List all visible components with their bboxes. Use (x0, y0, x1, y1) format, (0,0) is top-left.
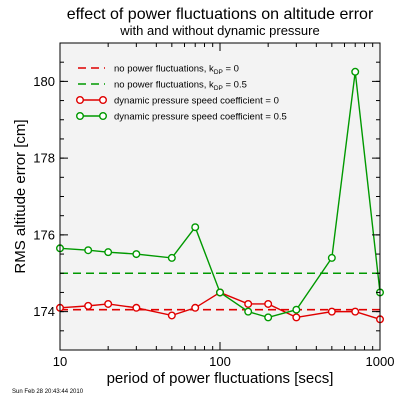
series-0-point (132, 303, 141, 312)
series-1-point (104, 248, 113, 257)
chart-title: effect of power fluctuations on altitude… (67, 6, 374, 23)
legend-ref-label-tail: = 0 (223, 64, 239, 75)
series-0-point (84, 301, 93, 310)
series-0-point (292, 313, 301, 322)
plot-frame (59, 42, 381, 351)
y-tick-label: 180 (33, 74, 55, 89)
legend-entry-series-1: dynamic pressure speed coefficient = 0.5 (114, 112, 287, 123)
plot-area (60, 43, 380, 350)
series-1-point (244, 307, 253, 316)
legend-ref-label-sub: DP (214, 85, 223, 92)
legend-entry-ref-1: no power fluctuations, kDP = 0.5 (114, 80, 247, 93)
series-0-point (351, 307, 360, 316)
x-tick-label: 1000 (366, 354, 395, 369)
series-0-point (244, 299, 253, 308)
series-1-point (191, 223, 200, 232)
legend-marker-left (75, 111, 84, 120)
series-0-point (104, 299, 113, 308)
series-1-point (264, 313, 273, 322)
series-0-point (167, 311, 176, 320)
legend-marker-right (98, 95, 107, 104)
x-tick-label: 100 (209, 354, 231, 369)
legend-entry-ref-0: no power fluctuations, kDP = 0 (114, 64, 239, 77)
series-1-point (84, 246, 93, 255)
series-1-point (167, 253, 176, 262)
series-layer (56, 67, 385, 324)
x-axis-label: period of power fluctuations [secs] (107, 370, 334, 387)
legend-marker-right (98, 111, 107, 120)
series-1-point (351, 67, 360, 76)
y-tick-label: 174 (33, 304, 55, 319)
series-0-point (191, 303, 200, 312)
ticks-layer: 10 100 1000 174 176 178 180 (33, 43, 394, 369)
legend-ref-label-tail: = 0.5 (223, 80, 247, 91)
series-1-point (292, 305, 301, 314)
series-1-point (132, 250, 141, 259)
y-tick-label: 178 (33, 151, 55, 166)
legend-ref-label-main: no power fluctuations, k (114, 64, 214, 75)
footer-timestamp: Sun Feb 28 20:43:44 2010 (12, 389, 84, 395)
legend-ref-label-sub: DP (214, 69, 223, 76)
y-axis-label: RMS altitude error [cm] (12, 119, 29, 273)
chart-subtitle: with and without dynamic pressure (119, 23, 319, 38)
legend-entry-series-0: dynamic pressure speed coefficient = 0 (114, 96, 279, 107)
series-0-point (264, 299, 273, 308)
legend-marker-left (75, 95, 84, 104)
legend-ref-label-main: no power fluctuations, k (114, 80, 214, 91)
series-1-point (327, 253, 336, 262)
legend: no power fluctuations, kDP = 0no power f… (75, 64, 287, 123)
x-tick-label: 10 (53, 354, 67, 369)
series-1-point (215, 288, 224, 297)
y-tick-label: 176 (33, 227, 55, 242)
series-0-point (327, 307, 336, 316)
